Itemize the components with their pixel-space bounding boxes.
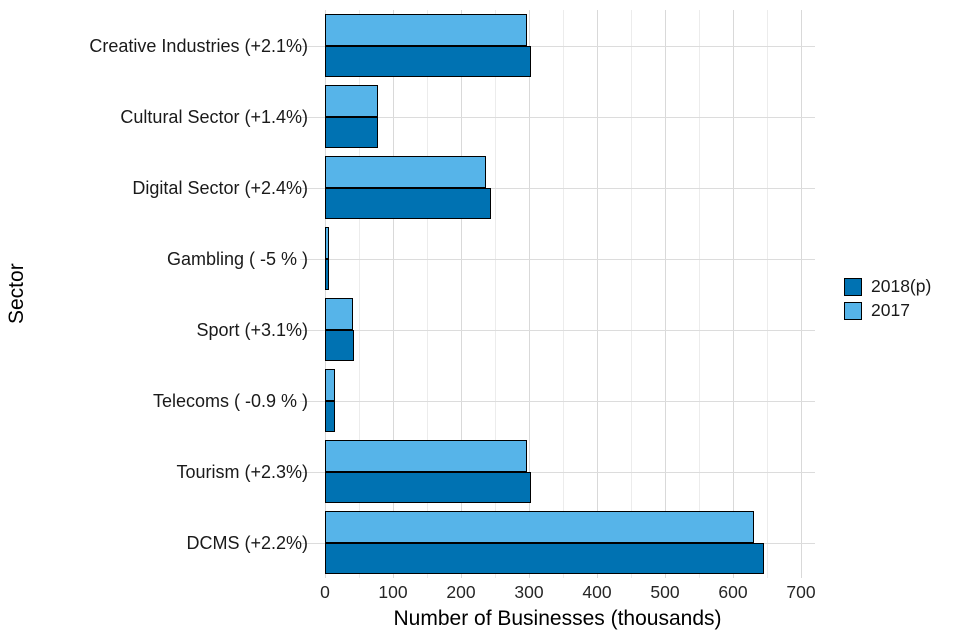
x-tick-label: 400 xyxy=(582,582,612,602)
bar-2017-1 xyxy=(325,14,527,46)
bar-2018p-8 xyxy=(325,542,764,574)
major-vertical-gridline xyxy=(461,10,462,578)
plot-panel xyxy=(300,10,815,578)
horizontal-gridline xyxy=(300,471,815,473)
x-tick-label: 600 xyxy=(718,582,748,602)
bar-2017-7 xyxy=(325,440,527,472)
bar-2018p-2 xyxy=(325,116,379,148)
major-vertical-gridline xyxy=(597,10,598,578)
bar-2017-2 xyxy=(325,85,378,117)
major-vertical-gridline xyxy=(801,10,802,578)
category-label: Tourism (+2.3%) xyxy=(176,461,308,482)
major-vertical-gridline xyxy=(393,10,394,578)
x-tick-label: 100 xyxy=(378,582,408,602)
horizontal-gridline xyxy=(300,116,815,118)
category-label: Sport (+3.1%) xyxy=(196,319,308,340)
bar-2018p-1 xyxy=(325,45,531,77)
bar-2017-4 xyxy=(325,227,329,259)
x-tick-label: 300 xyxy=(514,582,544,602)
horizontal-gridline xyxy=(300,45,815,47)
bar-2018p-4 xyxy=(325,258,329,290)
category-label: Telecoms ( -0.9 % ) xyxy=(152,390,308,411)
x-axis-title: Number of Businesses (thousands) xyxy=(393,607,722,630)
bar-2017-6 xyxy=(325,369,335,401)
bar-2018p-5 xyxy=(325,329,354,361)
minor-vertical-gridline xyxy=(563,10,564,578)
x-tick-label: 500 xyxy=(650,582,680,602)
x-tick-label: 0 xyxy=(320,582,330,602)
bar-2018p-7 xyxy=(325,471,532,503)
minor-vertical-gridline xyxy=(495,10,496,578)
major-vertical-gridline xyxy=(529,10,530,578)
bar-2017-8 xyxy=(325,511,755,543)
bar-2018p-3 xyxy=(325,187,491,219)
x-tick-label: 200 xyxy=(446,582,476,602)
category-label: Cultural Sector (+1.4%) xyxy=(120,106,308,127)
legend-label-2018p: 2018(p) xyxy=(871,276,932,296)
legend-item-2018p: 2018(p) xyxy=(844,276,931,297)
bar-2017-5 xyxy=(325,298,354,330)
category-label: Creative Industries (+2.1%) xyxy=(89,35,308,56)
y-axis-title: Sector xyxy=(5,263,28,325)
legend-item-2017: 2017 xyxy=(844,300,931,321)
minor-vertical-gridline xyxy=(427,10,428,578)
major-vertical-gridline xyxy=(733,10,734,578)
horizontal-gridline xyxy=(300,187,815,189)
legend: 2018(p) 2017 xyxy=(844,276,931,321)
bar-2018p-6 xyxy=(325,400,335,432)
horizontal-gridline xyxy=(300,329,815,331)
x-tick-label: 700 xyxy=(786,582,816,602)
horizontal-gridline xyxy=(300,400,815,402)
horizontal-gridline xyxy=(300,258,815,260)
legend-key-2017-swatch xyxy=(844,301,862,320)
major-vertical-gridline xyxy=(665,10,666,578)
category-label: Gambling ( -5 % ) xyxy=(166,248,308,269)
minor-vertical-gridline xyxy=(767,10,768,578)
legend-key-2018p-swatch xyxy=(844,277,862,296)
legend-label-2017: 2017 xyxy=(871,300,910,320)
category-label: Digital Sector (+2.4%) xyxy=(132,177,308,198)
category-label: DCMS (+2.2%) xyxy=(186,532,308,553)
bar-2017-3 xyxy=(325,156,487,188)
minor-vertical-gridline xyxy=(359,10,360,578)
minor-vertical-gridline xyxy=(631,10,632,578)
major-vertical-gridline xyxy=(325,10,326,578)
minor-vertical-gridline xyxy=(699,10,700,578)
